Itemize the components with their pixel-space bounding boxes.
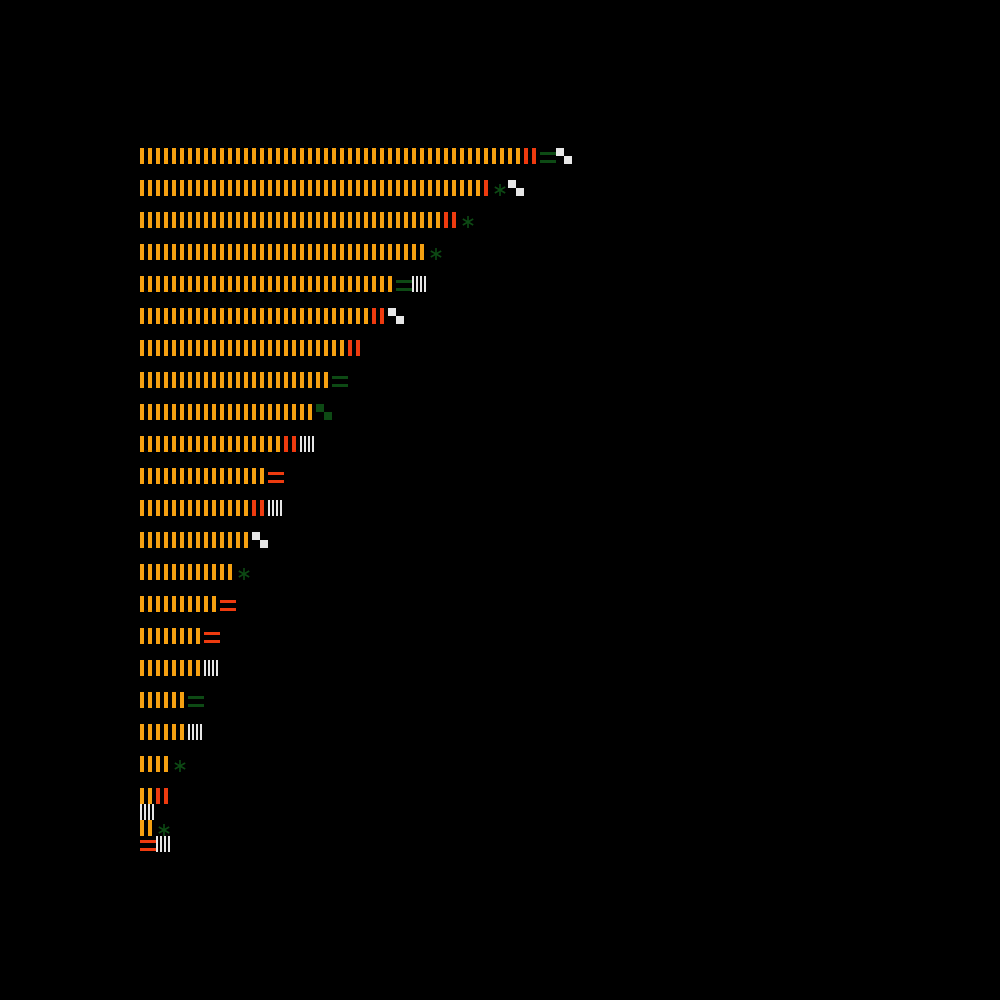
bar-row-7	[140, 340, 360, 356]
bar-segment-orange	[140, 500, 248, 516]
bar-segment-star	[494, 184, 506, 196]
bar-row-2	[140, 180, 524, 196]
bar-segment-orange	[140, 628, 200, 644]
bar-segment-white	[140, 804, 154, 820]
bar-segment-red-eq	[140, 840, 156, 851]
bar-segment-red-eq	[268, 472, 284, 483]
bar-segment-star	[158, 824, 170, 836]
bar-row-15	[140, 596, 236, 612]
bar-row-12	[140, 500, 282, 516]
bar-segment-orange	[140, 436, 280, 452]
bar-segment-red	[524, 148, 536, 164]
bar-segment-green-eq	[332, 376, 348, 387]
bar-segment-orange	[140, 276, 392, 292]
bar-segment-orange	[140, 212, 440, 228]
bar-segment-red-eq	[204, 632, 220, 643]
bar-segment-orange	[140, 308, 368, 324]
bar-segment-red-eq	[220, 600, 236, 611]
bar-segment-white	[300, 436, 314, 452]
bar-segment-orange	[140, 244, 424, 260]
bar-segment-checker	[388, 308, 404, 324]
bar-segment-orange	[140, 180, 480, 196]
bar-segment-white	[156, 836, 170, 852]
bar-segment-red	[484, 180, 488, 196]
bar-row-17	[140, 660, 218, 676]
bar-row-11	[140, 468, 284, 484]
bar-segment-white	[412, 276, 426, 292]
bar-segment-star	[238, 568, 250, 580]
bar-segment-white	[188, 724, 202, 740]
bar-segment-red	[156, 788, 168, 804]
bar-row-13	[140, 532, 268, 548]
bar-row-22	[140, 804, 154, 820]
bar-segment-red	[284, 436, 296, 452]
bar-row-18	[140, 692, 204, 708]
bar-row-9	[140, 404, 332, 420]
bar-segment-red	[372, 308, 384, 324]
bar-segment-orange	[140, 788, 152, 804]
bar-segment-orange	[140, 756, 168, 772]
bar-row-19	[140, 724, 202, 740]
bar-segment-orange	[140, 340, 344, 356]
bar-segment-orange	[140, 724, 184, 740]
bar-segment-star	[174, 760, 186, 772]
bar-segment-white	[268, 500, 282, 516]
bar-segment-orange	[140, 692, 184, 708]
bar-segment-checker	[556, 148, 572, 164]
bar-row-8	[140, 372, 348, 388]
bar-segment-red	[348, 340, 360, 356]
bar-row-1	[140, 148, 572, 164]
bar-segment-red	[252, 500, 264, 516]
bar-row-4	[140, 244, 442, 260]
bar-row-6	[140, 308, 404, 324]
bar-segment-red	[444, 212, 456, 228]
bar-segment-orange	[140, 596, 216, 612]
bar-segment-checker	[508, 180, 524, 196]
bar-segment-star	[462, 216, 474, 228]
bar-segment-green-eq	[540, 152, 556, 163]
bar-row-14	[140, 564, 250, 580]
bar-segment-orange	[140, 820, 152, 836]
bar-segment-orange	[140, 532, 248, 548]
bar-row-16	[140, 628, 220, 644]
bar-segment-white	[204, 660, 218, 676]
bar-row-24	[140, 836, 170, 852]
bar-segment-orange	[140, 372, 328, 388]
bar-segment-orange	[140, 148, 520, 164]
bar-row-21	[140, 788, 168, 804]
bar-segment-green-eq	[188, 696, 204, 707]
bar-row-10	[140, 436, 314, 452]
bar-segment-green-eq	[396, 280, 412, 291]
bar-segment-star	[430, 248, 442, 260]
bar-row-23	[140, 820, 170, 836]
bar-row-5	[140, 276, 426, 292]
bar-segment-green-check	[316, 404, 332, 420]
bar-segment-orange	[140, 564, 232, 580]
bar-segment-orange	[140, 468, 264, 484]
bar-segment-orange	[140, 404, 312, 420]
bar-row-3	[140, 212, 474, 228]
bar-segment-orange	[140, 660, 200, 676]
bar-row-20	[140, 756, 186, 772]
bar-segment-checker	[252, 532, 268, 548]
